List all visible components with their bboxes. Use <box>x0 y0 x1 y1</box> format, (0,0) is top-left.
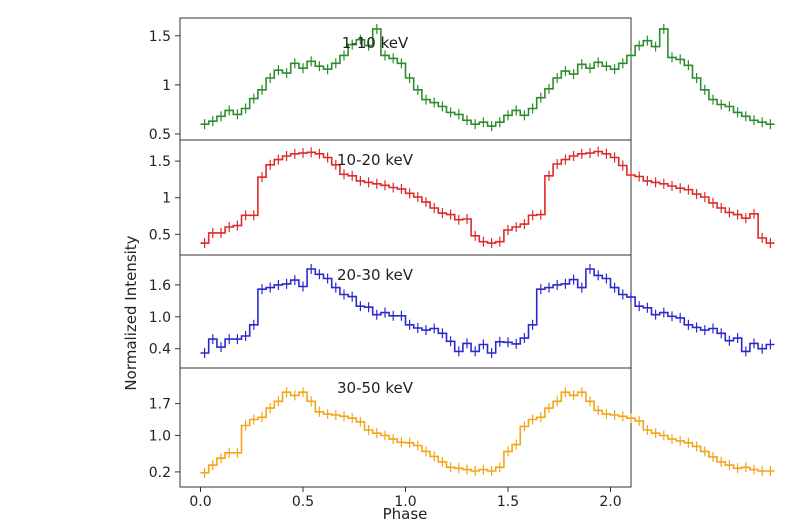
y-tick-label: 1.0 <box>149 310 171 326</box>
panel-energy-label: 10-20 keV <box>337 151 414 169</box>
y-tick-label: 1 <box>162 191 171 207</box>
panel: 0.4 1.0 1.6 20-30 keV <box>149 254 775 369</box>
panel-energy-label: 30-50 keV <box>337 379 414 397</box>
panel: 0.2 1.0 1.7 30-50 keV <box>149 367 775 488</box>
y-tick-label: 0.4 <box>149 342 171 358</box>
panel-stack: 0.5 1 1.5 1-10 keV 0.5 1 1.5 10-20 keV 0.4 1.0 1.6… <box>149 17 775 488</box>
y-tick-label: 0.5 <box>149 127 171 143</box>
series-step-line <box>200 391 775 474</box>
y-tick-label: 1.6 <box>149 278 171 294</box>
panel-energy-label: 20-30 keV <box>337 266 414 284</box>
y-tick-label: 1.5 <box>149 29 171 45</box>
x-tick-label: 1.0 <box>394 494 416 510</box>
y-tick-label: 1.0 <box>149 428 171 444</box>
series-step-line <box>200 28 775 127</box>
y-tick-label: 1.7 <box>149 397 171 413</box>
series-step-line <box>200 150 775 244</box>
y-tick-label: 1 <box>162 78 171 94</box>
panel: 0.5 1 1.5 10-20 keV <box>149 139 775 256</box>
x-tick-label: 1.5 <box>497 494 519 510</box>
x-tick-label: 0.5 <box>292 494 314 510</box>
y-tick-label: 0.5 <box>149 227 171 243</box>
x-tick-label: 0.0 <box>189 494 211 510</box>
panel: 0.5 1 1.5 1-10 keV <box>149 17 775 143</box>
y-tick-label: 1.5 <box>149 154 171 170</box>
x-axis-title: Phase <box>383 505 428 523</box>
panel-energy-label: 1-10 keV <box>342 34 409 52</box>
x-tick-label: 2.0 <box>599 494 621 510</box>
y-tick-label: 0.2 <box>149 465 171 481</box>
y-axis-title: Normalized Intensity <box>122 235 140 390</box>
x-axis: 0.0 0.5 1.0 1.5 2.0 <box>189 487 622 510</box>
